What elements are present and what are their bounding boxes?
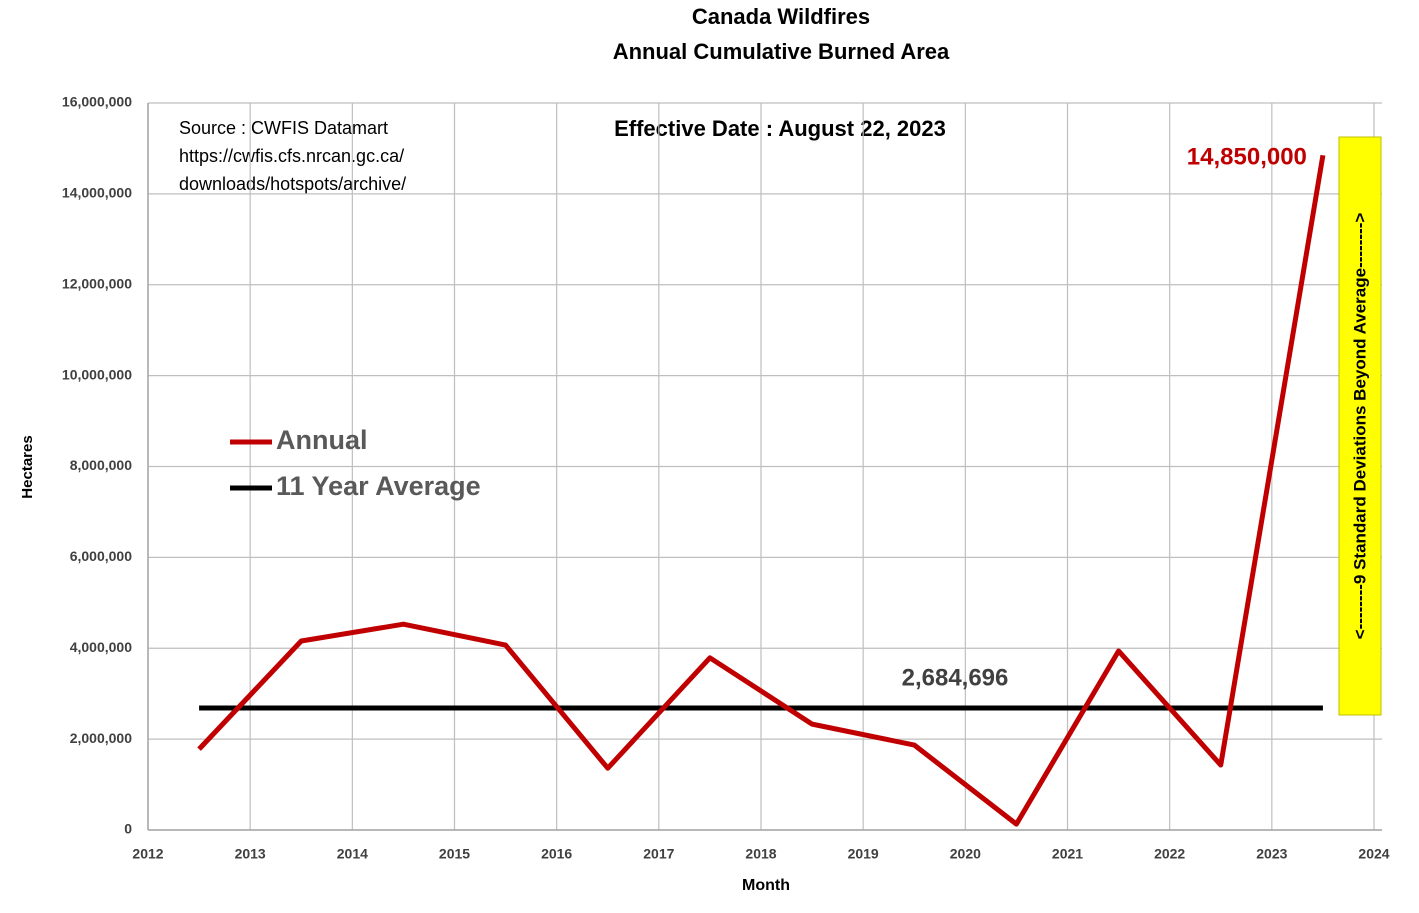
chart-subtitle: Annual Cumulative Burned Area <box>613 39 950 64</box>
legend-label: 11 Year Average <box>276 471 481 501</box>
x-tick-label: 2024 <box>1358 846 1389 862</box>
series-line <box>197 154 1326 827</box>
legend-label: Annual <box>276 425 368 455</box>
source-text: downloads/hotspots/archive/ <box>179 174 406 194</box>
side-note: <--------9 Standard Deviations Beyond Av… <box>1350 213 1369 640</box>
note-box <box>1338 136 1382 716</box>
x-tick-label: 2014 <box>337 846 368 862</box>
x-tick-label: 2016 <box>541 846 572 862</box>
source-text: https://cwfis.cfs.nrcan.gc.ca/ <box>179 146 404 166</box>
effective-date: Effective Date : August 22, 2023 <box>614 116 946 141</box>
y-tick-label: 16,000,000 <box>62 94 132 110</box>
y-tick-label: 12,000,000 <box>62 275 132 291</box>
x-tick-label: 2020 <box>950 846 981 862</box>
x-tick-label: 2017 <box>643 846 674 862</box>
y-tick-label: 2,000,000 <box>70 730 132 746</box>
x-tick-label: 2021 <box>1052 846 1083 862</box>
x-axis-title: Month <box>742 877 790 894</box>
x-tick-label: 2023 <box>1256 846 1287 862</box>
y-axis-title: Hectares <box>19 435 36 498</box>
x-tick-label: 2015 <box>439 846 470 862</box>
data-label: 14,850,000 <box>1187 144 1307 171</box>
x-tick-label: 2019 <box>848 846 879 862</box>
y-tick-label: 4,000,000 <box>70 639 132 655</box>
x-tick-label: 2013 <box>235 846 266 862</box>
x-tick-label: 2012 <box>132 846 163 862</box>
average-label: 2,684,696 <box>902 664 1009 691</box>
y-tick-label: 14,000,000 <box>62 185 132 201</box>
source-text: Source : CWFIS Datamart <box>179 118 388 138</box>
y-tick-label: 8,000,000 <box>70 457 132 473</box>
y-tick-label: 10,000,000 <box>62 366 132 382</box>
y-tick-label: 6,000,000 <box>70 548 132 564</box>
x-tick-label: 2022 <box>1154 846 1185 862</box>
x-tick-label: 2018 <box>745 846 776 862</box>
chart-title: Canada Wildfires <box>692 4 870 29</box>
y-tick-label: 0 <box>124 821 132 837</box>
